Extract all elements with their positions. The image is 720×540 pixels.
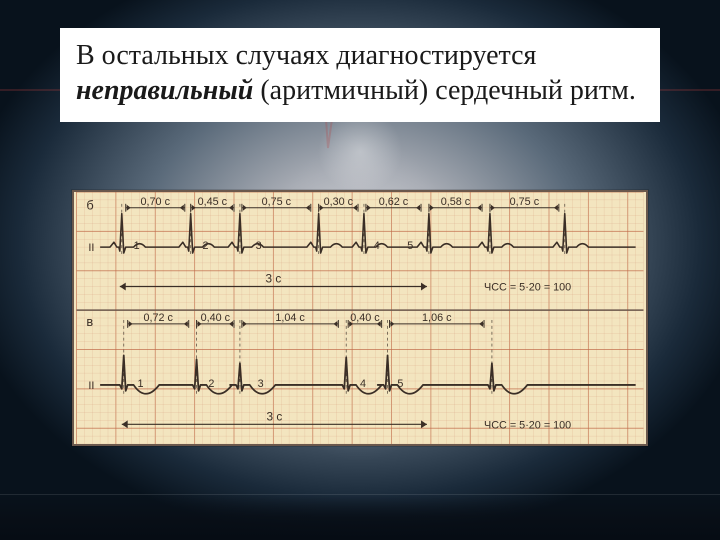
slide-heading: В остальных случаях диагностируется непр… [60,28,660,122]
svg-text:1: 1 [134,240,140,252]
svg-text:2: 2 [203,240,209,252]
ecg-svg: б II 0,70 с 0,45 с 0,75 с 0,30 с 0,62 с 0,58 с 0… [74,192,646,444]
svg-text:3 с: 3 с [266,272,282,286]
svg-text:ЧСС = 5·20 = 100: ЧСС = 5·20 = 100 [484,281,571,293]
svg-text:ЧСС = 5·20 = 100: ЧСС = 5·20 = 100 [484,419,571,431]
heading-text-1: В остальных случаях диагностируется [76,40,536,71]
svg-text:2: 2 [208,378,214,390]
svg-text:0,70 с: 0,70 с [141,196,171,208]
svg-text:5: 5 [407,240,413,252]
svg-text:1,04 с: 1,04 с [275,312,305,324]
svg-text:5: 5 [397,378,403,390]
slide-footer-bar [0,494,720,540]
svg-text:4: 4 [374,240,380,252]
svg-text:0,40 с: 0,40 с [201,312,231,324]
svg-text:в: в [86,314,93,329]
heading-emphasis: неправильный [76,75,253,106]
svg-text:0,45 с: 0,45 с [198,196,228,208]
ecg-figure: б II 0,70 с 0,45 с 0,75 с 0,30 с 0,62 с 0,58 с 0… [72,190,648,446]
svg-text:1: 1 [138,378,144,390]
svg-text:1,06 с: 1,06 с [422,312,452,324]
svg-text:II: II [88,380,94,392]
svg-text:0,40 с: 0,40 с [350,312,380,324]
svg-text:0,58 с: 0,58 с [441,196,471,208]
svg-text:0,72 с: 0,72 с [143,312,173,324]
svg-text:б: б [86,198,93,213]
svg-text:3: 3 [256,240,262,252]
svg-text:3 с: 3 с [266,409,282,423]
svg-text:3: 3 [258,378,264,390]
svg-text:4: 4 [360,378,366,390]
svg-text:0,75 с: 0,75 с [262,196,292,208]
svg-text:0,62 с: 0,62 с [379,196,409,208]
svg-text:0,75 с: 0,75 с [510,196,540,208]
heading-text-2: (аритмичный) сердечный ритм. [253,75,635,106]
svg-text:II: II [88,242,94,254]
svg-text:0,30 с: 0,30 с [324,196,354,208]
